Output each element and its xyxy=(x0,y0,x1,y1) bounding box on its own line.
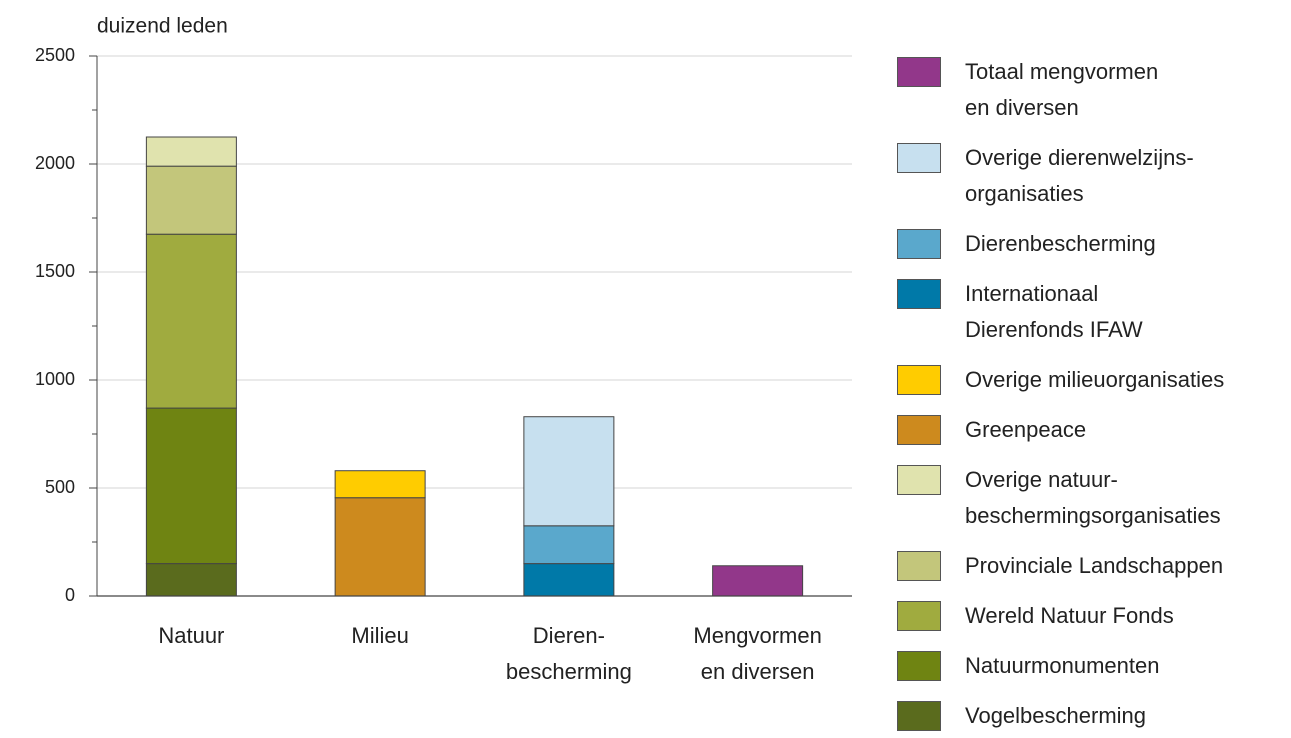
legend-swatch xyxy=(897,465,941,495)
legend-swatch xyxy=(897,229,941,259)
legend-swatch xyxy=(897,143,941,173)
legend-label: Overige natuur- beschermingsorganisaties xyxy=(965,467,1221,528)
legend-item: Dierenbescherming xyxy=(897,226,1291,262)
legend-label: Natuurmonumenten xyxy=(965,653,1160,678)
y-tick-label: 2500 xyxy=(35,45,75,65)
bar-segment xyxy=(334,470,426,499)
legend-item: Vogelbescherming xyxy=(897,698,1291,734)
legend-label: Totaal mengvormen en diversen xyxy=(965,59,1159,120)
legend-item: Overige dierenwelzijns- organisaties xyxy=(897,140,1291,212)
bar-segment xyxy=(145,563,237,597)
y-tick-label: 2000 xyxy=(35,153,75,173)
y-tick-label: 0 xyxy=(65,585,75,605)
y-tick-label: 1500 xyxy=(35,261,75,281)
legend-item: Greenpeace xyxy=(897,412,1291,448)
legend: Totaal mengvormen en diversen Overige die… xyxy=(897,54,1291,738)
legend-label: Wereld Natuur Fonds xyxy=(965,603,1174,628)
legend-label: Dierenbescherming xyxy=(965,231,1156,256)
bar-segment xyxy=(523,525,615,565)
x-tick-label: Natuur xyxy=(158,623,225,648)
legend-swatch xyxy=(897,279,941,309)
x-tick-label: Dieren- bescherming xyxy=(505,623,632,684)
legend-item: Totaal mengvormen en diversen xyxy=(897,54,1291,126)
bar-segment xyxy=(712,565,804,597)
legend-item: Overige milieuorganisaties xyxy=(897,362,1291,398)
x-tick-label: Mengvormen en diversen xyxy=(693,623,822,684)
bar-segment xyxy=(523,563,615,597)
legend-item: Internationaal Dierenfonds IFAW xyxy=(897,276,1291,348)
legend-label: Overige milieuorganisaties xyxy=(965,367,1225,392)
bar-segment xyxy=(523,416,615,527)
legend-label: Provinciale Landschappen xyxy=(965,553,1224,578)
legend-label: Overige dierenwelzijns- organisaties xyxy=(965,145,1194,206)
legend-swatch xyxy=(897,57,941,87)
bar-segment xyxy=(145,165,237,235)
legend-label: Vogelbescherming xyxy=(965,703,1147,728)
legend-label: Greenpeace xyxy=(965,417,1087,442)
legend-item: Natuurmonumenten xyxy=(897,648,1291,684)
x-tick-label: Milieu xyxy=(351,623,409,648)
bar-segment xyxy=(145,407,237,565)
legend-item: Overige natuur- beschermingsorganisaties xyxy=(897,462,1291,534)
legend-swatch xyxy=(897,601,941,631)
legend-swatch xyxy=(897,651,941,681)
bar-segment xyxy=(334,497,426,597)
bar-segment xyxy=(145,136,237,167)
legend-swatch xyxy=(897,701,941,731)
bar-segment xyxy=(145,233,237,409)
legend-swatch xyxy=(897,365,941,395)
legend-swatch xyxy=(897,415,941,445)
y-tick-label: 1000 xyxy=(35,369,75,389)
y-tick-label: 500 xyxy=(45,477,75,497)
legend-label: Internationaal Dierenfonds IFAW xyxy=(965,281,1143,342)
y-axis-label: duizend leden xyxy=(97,15,228,38)
chart: duizend leden 0 500 1000 1500 2000 2500 xyxy=(35,15,852,605)
legend-swatch xyxy=(897,551,941,581)
legend-item: Provinciale Landschappen xyxy=(897,548,1291,584)
legend-item: Wereld Natuur Fonds xyxy=(897,598,1291,634)
